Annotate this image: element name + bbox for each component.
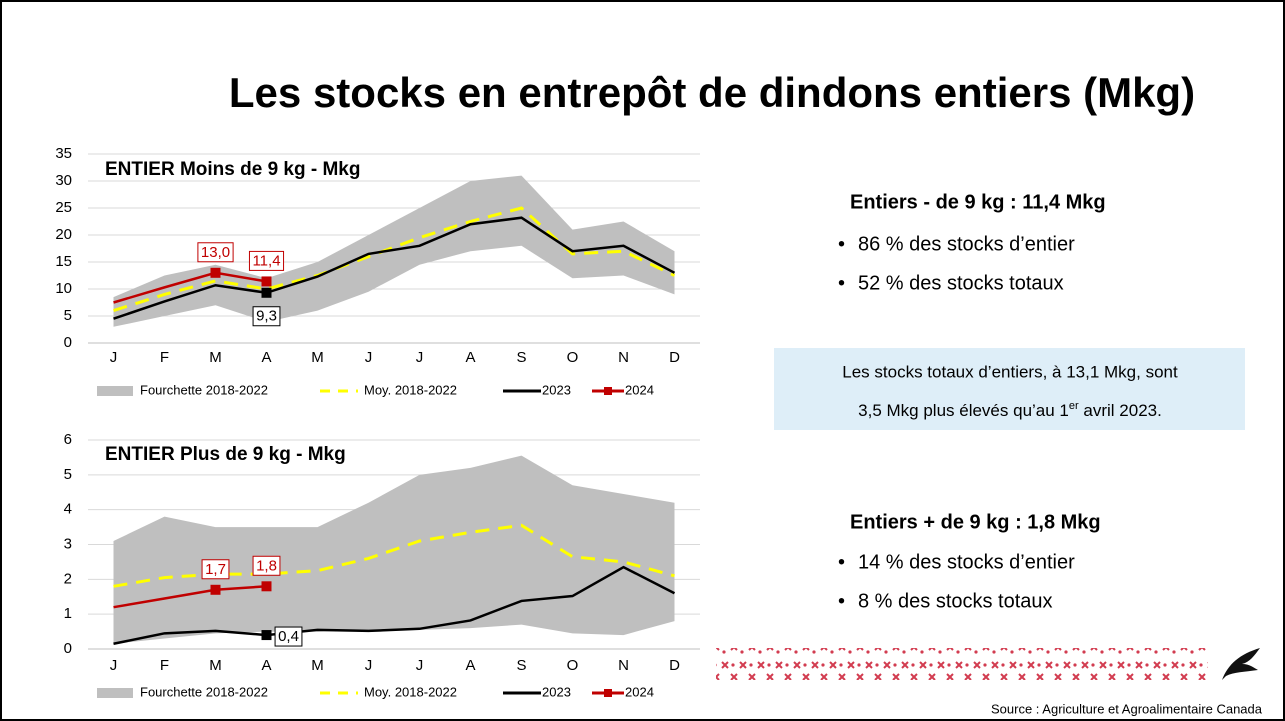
decoration bbox=[716, 648, 1208, 680]
x-tick-label: A bbox=[261, 349, 271, 366]
x-tick-label: N bbox=[618, 657, 629, 674]
x-tick-label: A bbox=[261, 657, 271, 674]
value-label: 13,0 bbox=[201, 244, 230, 261]
slide-title: Les stocks en entrepôt de dindons entier… bbox=[229, 69, 1195, 116]
x-tick-label: J bbox=[416, 657, 424, 674]
x-tick-label: A bbox=[465, 349, 475, 366]
callout-text: Les stocks totaux d’entiers, à 13,1 Mkg,… bbox=[842, 362, 1178, 381]
callout-text: 3,5 Mkg plus élevés qu’au 1 bbox=[858, 401, 1069, 420]
y-tick-label: 20 bbox=[55, 226, 72, 243]
legend-marker bbox=[604, 387, 612, 395]
x-tick-label: M bbox=[209, 657, 222, 674]
legend-label: 2024 bbox=[625, 382, 654, 397]
y-tick-label: 0 bbox=[64, 640, 72, 657]
y-tick-label: 0 bbox=[64, 334, 72, 351]
point-marker bbox=[262, 630, 272, 640]
bullet-dot: • bbox=[838, 590, 845, 612]
legend-label: Moy. 2018-2022 bbox=[364, 684, 457, 699]
page: Les stocks en entrepôt de dindons entier… bbox=[0, 0, 1285, 721]
y-tick-label: 5 bbox=[64, 466, 72, 483]
x-tick-label: J bbox=[365, 657, 373, 674]
legend-swatch bbox=[97, 386, 133, 396]
point-marker bbox=[262, 581, 272, 591]
x-tick-label: J bbox=[110, 657, 118, 674]
bullet-text: 8 % des stocks totaux bbox=[858, 590, 1053, 612]
panel-heading: Entiers + de 9 kg : 1,8 Mkg bbox=[850, 511, 1101, 533]
legend-label: 2023 bbox=[542, 684, 571, 699]
x-tick-label: F bbox=[160, 657, 169, 674]
x-tick-label: A bbox=[465, 657, 475, 674]
x-tick-label: M bbox=[311, 349, 324, 366]
bullet-text: 52 % des stocks totaux bbox=[858, 272, 1064, 294]
callout-sup: er bbox=[1069, 400, 1079, 412]
bullet-dot: • bbox=[838, 233, 845, 255]
x-tick-label: F bbox=[160, 349, 169, 366]
x-tick-label: D bbox=[669, 657, 680, 674]
value-label: 1,7 bbox=[205, 561, 226, 578]
value-label: 1,8 bbox=[256, 557, 277, 574]
y-tick-label: 1 bbox=[64, 605, 72, 622]
point-marker bbox=[211, 268, 221, 278]
x-tick-label: O bbox=[567, 657, 579, 674]
x-tick-label: S bbox=[516, 657, 526, 674]
value-label: 11,4 bbox=[252, 252, 280, 269]
bullet-text: 86 % des stocks d’entier bbox=[858, 233, 1075, 255]
value-label: 0,4 bbox=[278, 628, 299, 645]
y-tick-label: 25 bbox=[55, 199, 72, 216]
y-tick-label: 6 bbox=[64, 431, 72, 448]
slide: Les stocks en entrepôt de dindons entier… bbox=[0, 0, 1285, 721]
source: Source : Agriculture et Agroalimentaire … bbox=[991, 701, 1263, 716]
x-tick-label: M bbox=[311, 657, 324, 674]
x-tick-label: M bbox=[209, 349, 222, 366]
x-tick-label: J bbox=[365, 349, 373, 366]
x-tick-label: N bbox=[618, 349, 629, 366]
legend-swatch bbox=[97, 688, 133, 698]
bullet-dot: • bbox=[838, 272, 845, 294]
legend-label: 2023 bbox=[542, 382, 571, 397]
legend-label: Fourchette 2018-2022 bbox=[140, 684, 268, 699]
y-tick-label: 3 bbox=[64, 535, 72, 552]
panel-heading: Entiers - de 9 kg : 11,4 Mkg bbox=[850, 191, 1106, 213]
y-tick-label: 15 bbox=[55, 253, 72, 270]
chart-title: ENTIER Plus de 9 kg - Mkg bbox=[105, 444, 346, 465]
bullet-dot: • bbox=[838, 551, 845, 573]
x-tick-label: D bbox=[669, 349, 680, 366]
point-marker bbox=[262, 288, 272, 298]
point-marker bbox=[262, 276, 272, 286]
x-tick-label: O bbox=[567, 349, 579, 366]
bullet-text: 14 % des stocks d’entier bbox=[858, 551, 1075, 573]
value-label: 9,3 bbox=[256, 308, 277, 325]
y-tick-label: 5 bbox=[64, 307, 72, 324]
chart-title: ENTIER Moins de 9 kg - Mkg bbox=[105, 159, 360, 180]
y-tick-label: 2 bbox=[64, 570, 72, 587]
x-tick-label: J bbox=[416, 349, 424, 366]
y-tick-label: 30 bbox=[55, 172, 72, 189]
x-tick-label: J bbox=[110, 349, 118, 366]
legend-label: Moy. 2018-2022 bbox=[364, 382, 457, 397]
legend-label: 2024 bbox=[625, 684, 654, 699]
callout-text: 3,5 Mkg plus élevés qu’au 1er avril 2023… bbox=[858, 400, 1162, 421]
callout-text: avril 2023. bbox=[1079, 401, 1162, 420]
legend-label: Fourchette 2018-2022 bbox=[140, 382, 268, 397]
legend-marker bbox=[604, 689, 612, 697]
y-tick-label: 10 bbox=[55, 280, 72, 297]
y-tick-label: 4 bbox=[64, 501, 72, 518]
x-tick-label: S bbox=[516, 349, 526, 366]
y-tick-label: 35 bbox=[55, 145, 72, 162]
point-marker bbox=[211, 585, 221, 595]
